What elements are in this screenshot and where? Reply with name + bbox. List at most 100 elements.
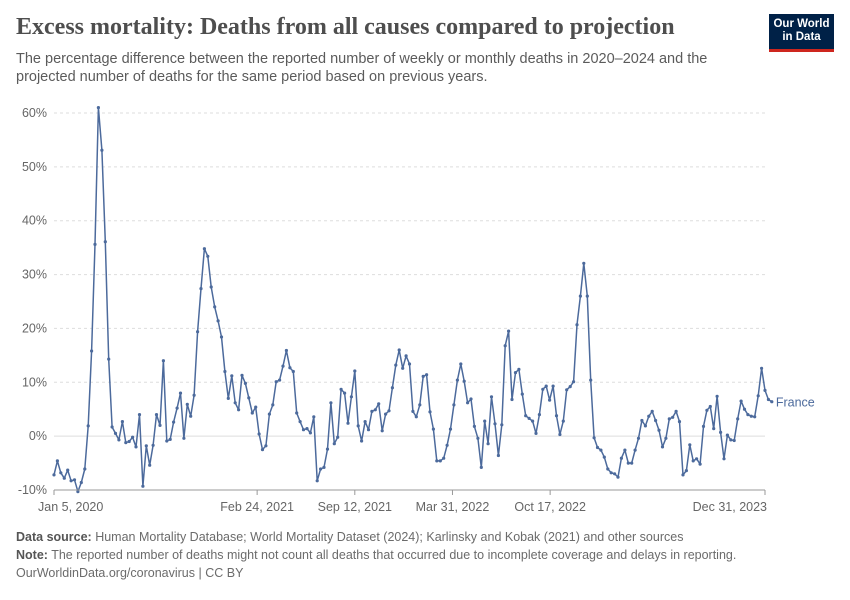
data-point bbox=[264, 444, 268, 448]
data-source-text: Human Mortality Database; World Mortalit… bbox=[91, 530, 684, 544]
data-point bbox=[469, 397, 473, 401]
data-point bbox=[103, 240, 107, 244]
owid-logo[interactable]: Our World in Data bbox=[769, 14, 834, 52]
data-point bbox=[360, 439, 364, 443]
data-point bbox=[746, 413, 750, 417]
data-point bbox=[131, 435, 135, 439]
data-point bbox=[298, 420, 302, 424]
data-point bbox=[353, 369, 357, 373]
line-chart: France -10% 0% 10% 20% 30% 40% 50% 60% Jan 5, 20… bbox=[18, 106, 815, 514]
data-point bbox=[407, 362, 412, 366]
data-point bbox=[712, 427, 716, 431]
data-point bbox=[660, 445, 665, 449]
data-point bbox=[466, 401, 470, 405]
data-point bbox=[59, 471, 63, 475]
data-point bbox=[551, 384, 555, 388]
data-point bbox=[404, 354, 408, 358]
data-point bbox=[770, 400, 774, 404]
x-tick-label: Dec 31, 2023 bbox=[693, 500, 767, 514]
data-point bbox=[137, 413, 142, 417]
data-point bbox=[120, 420, 124, 424]
data-point bbox=[127, 439, 131, 444]
data-point bbox=[390, 386, 394, 390]
data-point bbox=[206, 254, 210, 258]
data-point bbox=[196, 330, 200, 334]
data-point bbox=[199, 287, 203, 291]
data-source-label: Data source: bbox=[16, 530, 92, 544]
data-point bbox=[664, 436, 668, 440]
data-point bbox=[213, 305, 217, 309]
data-point bbox=[756, 394, 760, 398]
data-point bbox=[278, 378, 282, 382]
data-point bbox=[742, 407, 747, 411]
data-point bbox=[479, 465, 483, 469]
data-point bbox=[472, 424, 476, 428]
data-point bbox=[760, 366, 764, 370]
data-point bbox=[62, 476, 66, 480]
chart-title: Excess mortality: Deaths from all causes… bbox=[16, 14, 675, 40]
y-tick-label: 60% bbox=[22, 106, 47, 120]
data-point bbox=[209, 285, 213, 289]
data-point bbox=[548, 398, 552, 402]
data-point bbox=[373, 408, 377, 412]
data-point bbox=[609, 471, 613, 475]
data-point bbox=[254, 405, 258, 409]
y-tick-label: 20% bbox=[22, 321, 47, 335]
y-tick-label: 40% bbox=[22, 214, 47, 228]
data-point bbox=[534, 431, 538, 435]
data-point bbox=[219, 335, 224, 339]
data-point bbox=[343, 391, 347, 395]
data-point bbox=[384, 412, 388, 416]
data-point bbox=[613, 472, 617, 476]
data-point bbox=[377, 402, 381, 406]
data-point bbox=[455, 378, 459, 382]
data-point bbox=[339, 387, 343, 391]
data-point bbox=[452, 403, 456, 407]
data-point bbox=[148, 463, 152, 467]
data-point bbox=[684, 469, 689, 473]
data-point bbox=[572, 380, 576, 384]
data-point bbox=[616, 475, 620, 479]
data-point bbox=[435, 459, 439, 463]
data-point bbox=[223, 369, 227, 374]
data-point bbox=[288, 366, 292, 370]
data-point bbox=[161, 359, 165, 363]
data-point bbox=[524, 414, 528, 418]
data-point bbox=[100, 148, 104, 152]
data-point bbox=[175, 406, 179, 410]
credit-link[interactable]: OurWorldinData.org/coronavirus | CC BY bbox=[16, 566, 244, 580]
data-point bbox=[189, 414, 193, 418]
data-point bbox=[69, 479, 73, 483]
data-point bbox=[496, 453, 500, 458]
data-point bbox=[185, 402, 189, 406]
data-point bbox=[387, 409, 391, 413]
data-point bbox=[619, 456, 624, 460]
data-point bbox=[578, 294, 583, 298]
data-point bbox=[599, 448, 603, 452]
data-point bbox=[168, 437, 172, 441]
data-point bbox=[568, 385, 572, 389]
x-tick-label: Jan 5, 2020 bbox=[38, 500, 103, 514]
x-tick-label: Sep 12, 2021 bbox=[318, 500, 392, 514]
data-point bbox=[52, 473, 56, 477]
data-point bbox=[325, 447, 330, 451]
data-point bbox=[701, 424, 706, 428]
chart-note-label: Note: bbox=[16, 548, 48, 562]
y-tick-label: -10% bbox=[18, 483, 47, 497]
data-point bbox=[708, 404, 712, 409]
x-tick-label: Mar 31, 2022 bbox=[416, 500, 490, 514]
data-point bbox=[202, 247, 206, 251]
data-point bbox=[503, 344, 507, 348]
data-point bbox=[301, 428, 306, 432]
data-point bbox=[520, 392, 524, 396]
data-point bbox=[715, 394, 719, 398]
data-point bbox=[541, 387, 545, 391]
data-point bbox=[763, 388, 767, 392]
data-point bbox=[650, 409, 654, 413]
data-point bbox=[178, 391, 183, 395]
data-point bbox=[558, 432, 562, 437]
data-point bbox=[226, 396, 230, 400]
data-point bbox=[216, 319, 220, 323]
data-point bbox=[425, 373, 429, 377]
data-point bbox=[630, 461, 634, 465]
